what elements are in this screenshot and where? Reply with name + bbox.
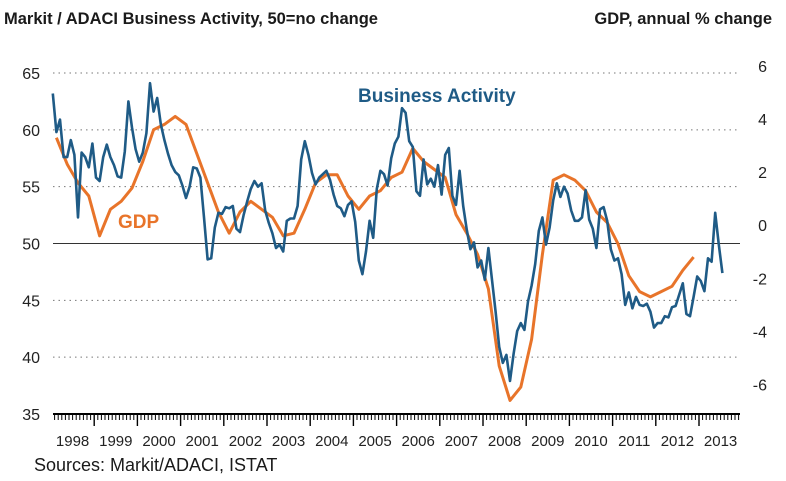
right-tick-label: 0 <box>758 218 767 235</box>
right-tick-label: -6 <box>753 377 767 394</box>
x-tick-label: 2012 <box>661 433 694 450</box>
x-tick-label: 2003 <box>272 433 305 450</box>
source-note: Sources: Markit/ADACI, ISTAT <box>34 455 278 475</box>
left-tick-label: 65 <box>22 66 40 83</box>
right-axis-tick-labels: -6 -4 -2 0 2 4 6 <box>753 59 767 394</box>
left-tick-label: 50 <box>22 237 40 254</box>
x-axis-tick-labels: 1998 1999 2000 2001 2002 2003 2004 2005 2006 2007… <box>56 433 737 450</box>
x-tick-label: 2007 <box>445 433 478 450</box>
left-tick-label: 40 <box>22 350 40 367</box>
x-tick-label: 2001 <box>186 433 219 450</box>
left-tick-label: 60 <box>22 123 40 140</box>
x-tick-label: 2005 <box>358 433 391 450</box>
left-tick-label: 35 <box>22 407 40 424</box>
chart-title-left: Markit / ADACI Business Activity, 50=no … <box>4 10 378 28</box>
x-tick-label: 2006 <box>402 433 435 450</box>
x-tick-label: 2009 <box>531 433 564 450</box>
left-tick-label: 45 <box>22 293 40 310</box>
x-tick-label: 2011 <box>618 433 650 450</box>
right-tick-label: 6 <box>758 59 767 76</box>
right-tick-label: -4 <box>753 324 767 341</box>
x-axis <box>53 413 740 426</box>
x-tick-label: 2013 <box>704 433 737 450</box>
right-tick-label: -2 <box>753 271 767 288</box>
x-tick-label: 2000 <box>142 433 175 450</box>
series-label-gdp: GDP <box>118 212 160 233</box>
chart-title-right: GDP, annual % change <box>594 10 772 28</box>
left-tick-label: 55 <box>22 180 40 197</box>
x-tick-label: 2010 <box>574 433 607 450</box>
left-axis-tick-labels: 35 40 45 50 55 60 65 <box>22 66 40 424</box>
right-tick-label: 4 <box>758 112 767 129</box>
x-tick-label: 2004 <box>315 433 348 450</box>
series-label-business-activity: Business Activity <box>358 86 516 107</box>
x-tick-label: 1998 <box>56 433 89 450</box>
x-tick-label: 1999 <box>99 433 132 450</box>
series-line-gdp <box>55 114 695 402</box>
x-tick-label: 2002 <box>229 433 262 450</box>
series-line-business-activity <box>51 81 724 383</box>
x-tick-label: 2008 <box>488 433 521 450</box>
right-tick-label: 2 <box>758 165 767 182</box>
